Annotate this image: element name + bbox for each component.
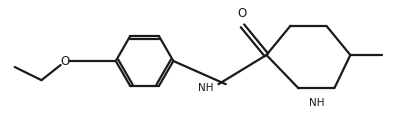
Text: NH: NH — [309, 97, 324, 107]
Text: O: O — [61, 55, 70, 68]
Text: O: O — [238, 7, 247, 19]
Text: NH: NH — [198, 83, 214, 93]
